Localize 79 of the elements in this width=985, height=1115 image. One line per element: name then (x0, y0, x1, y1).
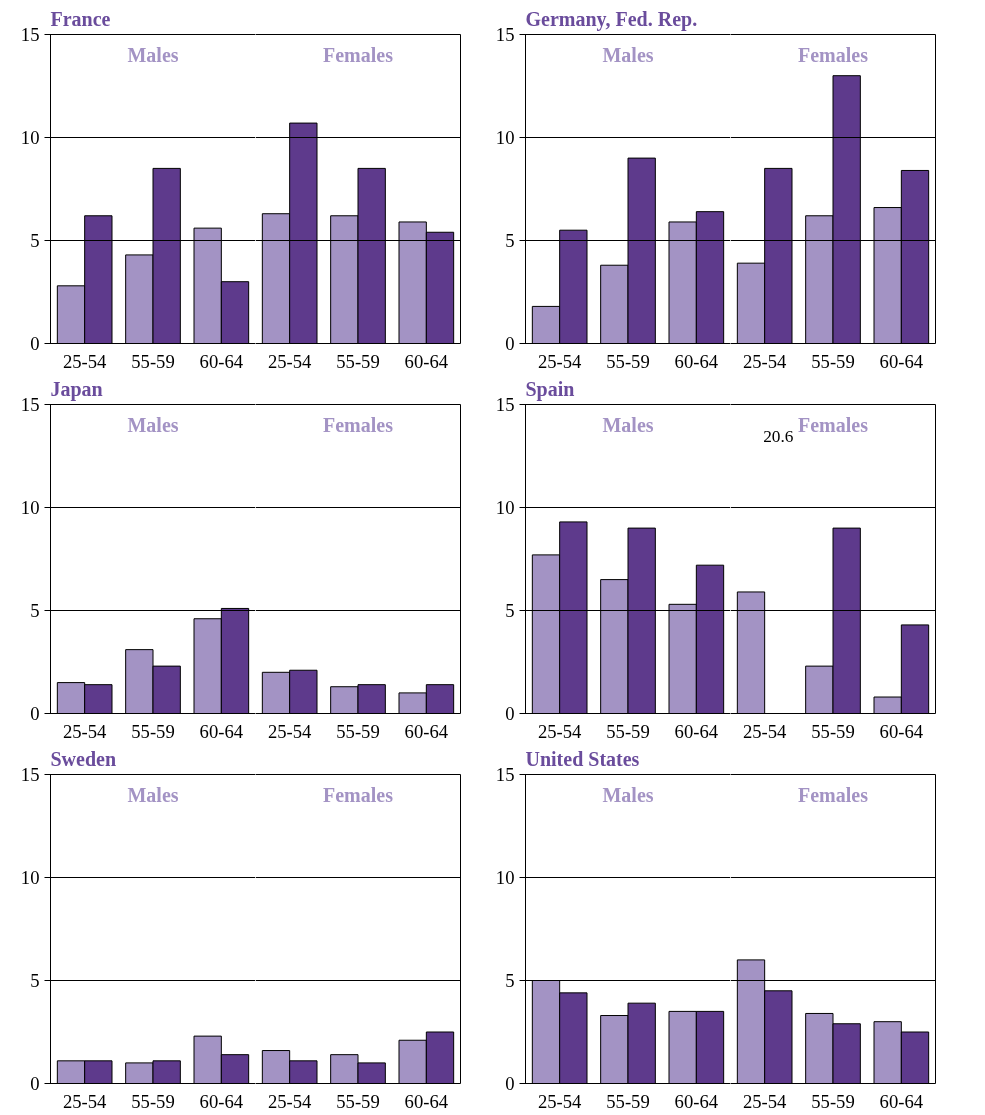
x-tick-label: 60-64 (199, 720, 244, 742)
x-tick-label: 55-59 (336, 720, 380, 742)
x-tick-label: 55-59 (131, 350, 175, 372)
x-tick-label: 55-59 (131, 1090, 175, 1112)
x-tick-label: 25-54 (742, 350, 788, 372)
x-tick-label: 55-59 (606, 350, 650, 372)
y-tick-label: 10 (20, 867, 40, 888)
annotation: Females (323, 43, 394, 66)
y-tick-label: 5 (30, 970, 40, 991)
x-tick-label: 55-59 (336, 350, 380, 372)
y-tick-label: 5 (505, 600, 515, 621)
annotation: Males (602, 783, 654, 806)
x-tick-label: 55-59 (811, 1090, 855, 1112)
x-tick-label: 60-64 (199, 1090, 244, 1112)
y-tick-label: 15 (20, 394, 40, 415)
y-tick-label: 10 (495, 497, 515, 518)
annotation: Males (127, 43, 179, 66)
y-tick-label: 5 (505, 970, 515, 991)
chart-title: France (50, 7, 111, 30)
y-tick-label: 0 (30, 703, 40, 724)
x-tick-label: 55-59 (811, 350, 855, 372)
x-tick-label: 60-64 (674, 720, 719, 742)
x-tick-label: 60-64 (404, 350, 449, 372)
x-tick-label: 60-64 (674, 350, 719, 372)
annotation: Females (798, 43, 869, 66)
chart-title: Sweden (50, 747, 117, 770)
x-tick-label: 25-54 (267, 350, 313, 372)
chart-title: Spain (525, 377, 575, 401)
chart-title: United States (525, 747, 640, 770)
annotation: Males (127, 783, 179, 806)
x-tick-label: 55-59 (606, 720, 650, 742)
annotation: Males (127, 413, 179, 436)
x-tick-label: 60-64 (879, 350, 924, 372)
x-tick-label: 25-54 (742, 720, 788, 742)
x-tick-label: 25-54 (537, 1090, 583, 1112)
y-tick-label: 0 (505, 333, 515, 354)
y-tick-label: 5 (30, 600, 40, 621)
y-tick-label: 15 (20, 24, 40, 45)
y-tick-label: 5 (30, 230, 40, 251)
y-tick-label: 15 (495, 394, 515, 415)
x-tick-label: 25-54 (267, 1090, 313, 1112)
y-tick-label: 0 (30, 333, 40, 354)
annotation: Females (798, 413, 869, 436)
y-tick-label: 10 (495, 127, 515, 148)
annotation: Males (602, 43, 654, 66)
x-tick-label: 55-59 (606, 1090, 650, 1112)
y-tick-label: 10 (495, 867, 515, 888)
x-tick-label: 25-54 (537, 720, 583, 742)
x-tick-label: 25-54 (537, 350, 583, 372)
x-tick-label: 60-64 (879, 1090, 924, 1112)
x-tick-label: 60-64 (404, 720, 449, 742)
y-tick-label: 15 (495, 764, 515, 785)
y-tick-label: 0 (505, 1073, 515, 1094)
y-tick-label: 15 (20, 764, 40, 785)
x-tick-label: 60-64 (404, 1090, 449, 1112)
y-tick-label: 10 (20, 127, 40, 148)
x-tick-label: 55-59 (131, 720, 175, 742)
y-tick-label: 0 (30, 1073, 40, 1094)
annotation: Females (323, 413, 394, 436)
y-tick-label: 15 (495, 24, 515, 45)
text: 20.6 (763, 426, 794, 446)
annotation: Females (323, 783, 394, 806)
x-tick-label: 25-54 (267, 720, 313, 742)
x-tick-label: 55-59 (336, 1090, 380, 1112)
y-tick-label: 5 (505, 230, 515, 251)
y-tick-label: 10 (20, 497, 40, 518)
x-tick-label: 55-59 (811, 720, 855, 742)
chart-title: Germany, Fed. Rep. (525, 7, 698, 31)
x-tick-label: 60-64 (674, 1090, 719, 1112)
x-tick-label: 25-54 (62, 720, 108, 742)
annotation: Males (602, 413, 654, 436)
chart-title: Japan (50, 377, 103, 401)
x-tick-label: 25-54 (62, 1090, 108, 1112)
x-tick-label: 25-54 (62, 350, 108, 372)
x-tick-label: 60-64 (199, 350, 244, 372)
x-tick-label: 25-54 (742, 1090, 788, 1112)
y-tick-label: 0 (505, 703, 515, 724)
x-tick-label: 60-64 (879, 720, 924, 742)
annotation: Females (798, 783, 869, 806)
